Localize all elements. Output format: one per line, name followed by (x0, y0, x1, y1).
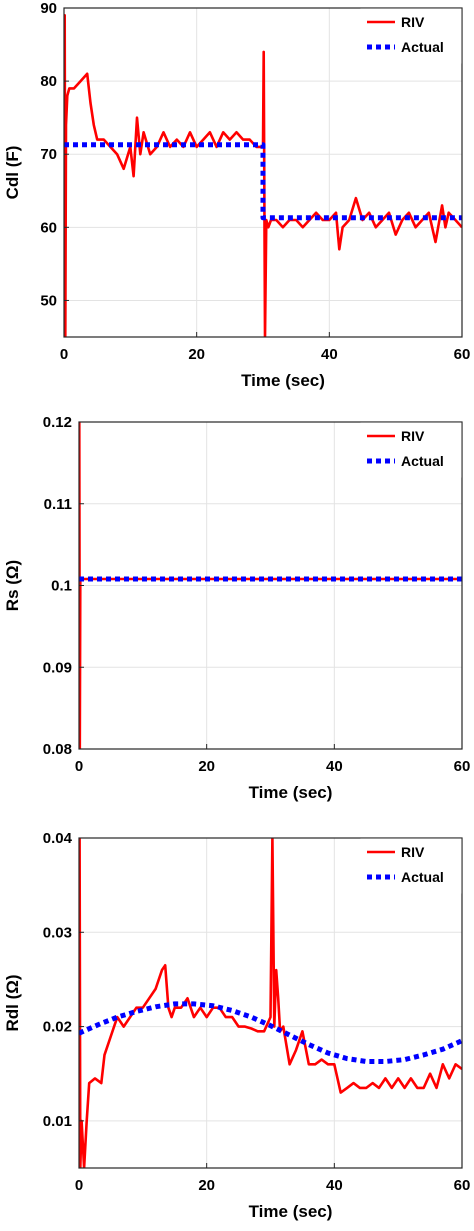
x-tick-label: 60 (454, 1177, 471, 1194)
series-group (64, 14, 462, 337)
x-tick-label: 20 (188, 346, 205, 363)
y-tick-label: 60 (40, 219, 57, 236)
legend: RIV Actual (360, 8, 462, 64)
y-tick-label: 0.03 (43, 924, 72, 941)
y-tick-label: 0.1 (51, 578, 72, 595)
x-tick-label: 0 (60, 346, 68, 363)
x-tick-label: 20 (198, 758, 215, 775)
y-tick-label: 90 (40, 0, 57, 17)
legend-box (360, 422, 462, 478)
y-tick-label: 70 (40, 146, 57, 163)
y-tick-label: 0.01 (43, 1113, 72, 1130)
y-tick-label: 0.12 (43, 414, 72, 431)
series-line-actual (79, 1001, 462, 1064)
y-tick-label: 0.11 (44, 496, 72, 513)
x-tick-label: 60 (454, 758, 471, 775)
legend-box (360, 838, 462, 894)
x-tick-label: 0 (75, 758, 83, 775)
x-tick-label: 0 (75, 1177, 83, 1194)
y-tick-label: 50 (40, 292, 57, 309)
y-tick-label: 0.02 (43, 1019, 72, 1036)
y-axis-label: Cdl (F) (3, 146, 22, 200)
legend-label-riv: RIV (401, 14, 425, 30)
x-axis-label: Time (sec) (241, 371, 325, 390)
x-tick-label: 40 (326, 1177, 343, 1194)
y-tick-label: 0.04 (43, 830, 73, 847)
legend-label-riv: RIV (401, 428, 425, 444)
x-tick-label: 60 (454, 346, 471, 363)
x-axis-label: Time (sec) (249, 783, 333, 802)
series-line-riv (64, 14, 462, 337)
y-tick-label: 0.08 (43, 741, 72, 758)
series-line-riv (79, 838, 462, 1168)
legend-label-actual: Actual (401, 39, 444, 55)
series-line-actual (64, 142, 462, 221)
y-tick-label: 0.09 (43, 659, 72, 676)
series-group (79, 838, 462, 1168)
chart-panel-1: 0 20 40 60 50 60 70 80 90 Time (sec) Cdl (F) RIV Act… (3, 0, 470, 390)
legend-box (360, 8, 462, 64)
y-axis-label: Rs (Ω) (3, 560, 22, 611)
legend: RIV Actual (360, 838, 462, 894)
y-axis-label: Rdl (Ω) (3, 974, 22, 1031)
legend-label-riv: RIV (401, 844, 425, 860)
x-axis-label: Time (sec) (249, 1202, 333, 1221)
legend-label-actual: Actual (401, 453, 444, 469)
x-tick-label: 20 (198, 1177, 215, 1194)
axes-frame (63, 7, 463, 338)
chart-panel-3: 0 20 40 60 0.01 0.02 0.03 0.04 Time (sec) Rdl (Ω)… (3, 830, 470, 1221)
chart-panel-2: 0 20 40 60 0.08 0.09 0.1 0.11 0.12 Time (sec) Rs (… (3, 414, 470, 802)
x-tick-label: 40 (321, 346, 338, 363)
legend-label-actual: Actual (401, 869, 444, 885)
y-tick-label: 80 (40, 73, 57, 90)
axes-frame (78, 837, 463, 1169)
legend: RIV Actual (360, 422, 462, 478)
x-tick-label: 40 (326, 758, 343, 775)
